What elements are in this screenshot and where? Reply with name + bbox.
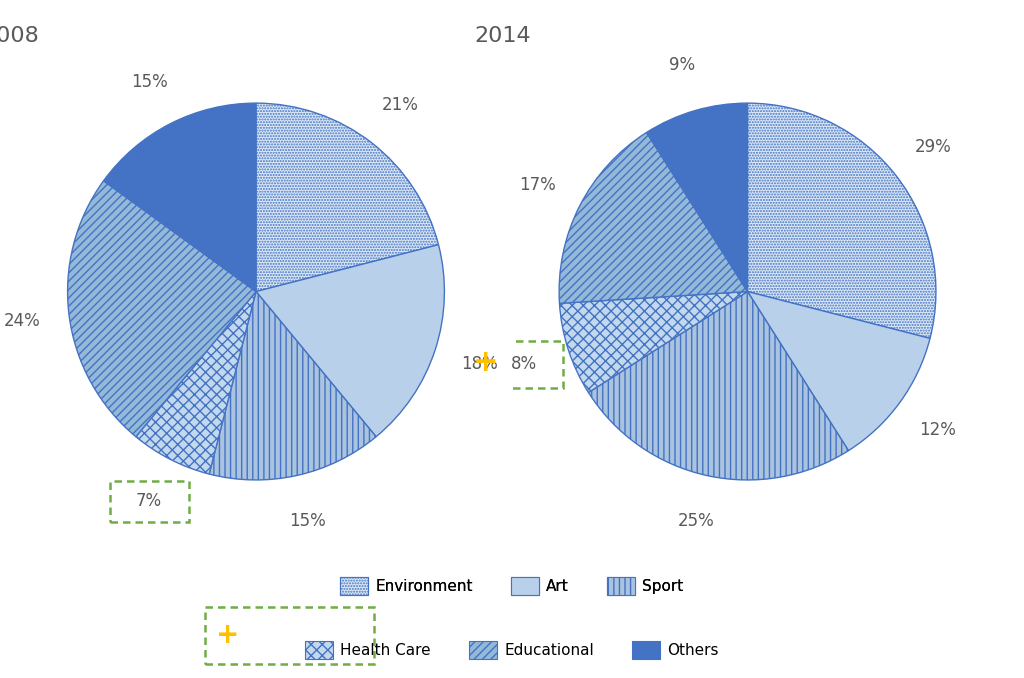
Text: 15%: 15%: [131, 73, 168, 91]
Legend: Health Care, Educational, Others: Health Care, Educational, Others: [301, 637, 723, 664]
Text: 24%: 24%: [4, 312, 41, 330]
Wedge shape: [559, 132, 748, 303]
Wedge shape: [256, 103, 438, 292]
Text: 29%: 29%: [915, 138, 952, 156]
Wedge shape: [103, 103, 256, 292]
Text: 17%: 17%: [519, 176, 556, 194]
Wedge shape: [748, 292, 930, 451]
Legend: Environment, Art, Sport: Environment, Art, Sport: [336, 572, 688, 599]
Wedge shape: [209, 292, 376, 480]
Text: +: +: [216, 621, 239, 650]
Text: 15%: 15%: [289, 513, 326, 530]
Text: 8%: 8%: [511, 355, 537, 374]
Wedge shape: [559, 292, 748, 393]
Wedge shape: [256, 245, 444, 437]
Text: 7%: 7%: [136, 492, 162, 511]
Text: 12%: 12%: [920, 421, 956, 439]
Text: 21%: 21%: [382, 96, 419, 115]
Wedge shape: [748, 103, 936, 338]
Text: 18%: 18%: [462, 355, 499, 374]
Wedge shape: [136, 292, 256, 474]
Wedge shape: [68, 181, 256, 437]
Text: +: +: [473, 348, 499, 377]
Text: 2008: 2008: [0, 26, 40, 46]
Text: 25%: 25%: [678, 513, 715, 530]
Text: 9%: 9%: [669, 56, 695, 75]
Text: 2014: 2014: [474, 26, 530, 46]
Wedge shape: [646, 103, 748, 292]
Wedge shape: [589, 292, 849, 480]
